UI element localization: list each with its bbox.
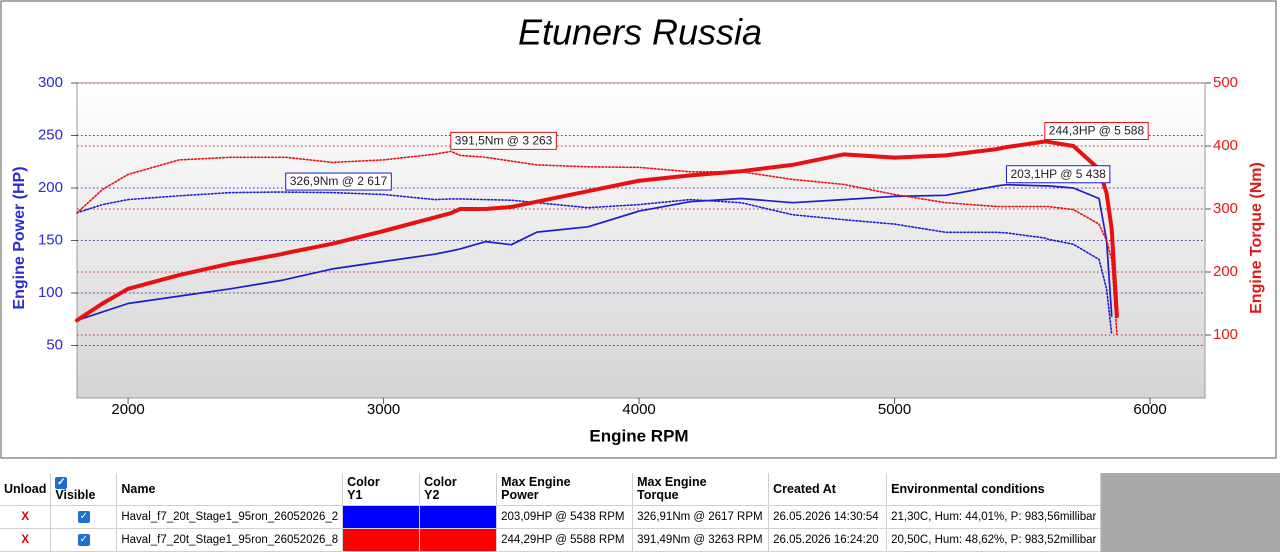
header-row: Unload ✓Visible Name Color Y1 Color Y2 Max En… [0,473,1102,506]
annotation: 244,3HP @ 5 588 [1044,121,1149,140]
run-name: Haval_f7_20t_Stage1_95ron_26052026_8 [116,528,344,552]
column-header: ✓Visible [50,473,118,506]
chart-title: Etuners Russia [518,12,762,53]
visible-cell: ✓ [50,528,118,552]
table-body: X ✓ Haval_f7_20t_Stage1_95ron_26052026_2 20… [0,505,1102,552]
column-header-text: Created At [773,481,836,496]
runs-table-panel: Unload ✓Visible Name Color Y1 Color Y2 Max En… [0,473,1280,552]
env: 21,30C, Hum: 44,01%, P: 983,56millibar [886,505,1102,529]
x-tick-label: 3000 [367,401,400,418]
max-power: 244,29HP @ 5588 RPM [496,528,634,552]
runs-table: Unload ✓Visible Name Color Y1 Color Y2 Max En… [0,473,1102,552]
y2-tick-label: 500 [1213,74,1238,91]
unload-button[interactable]: X [0,505,52,529]
created: 26.05.2026 14:30:54 [768,505,888,529]
torque-line [76,191,1113,336]
y-axis-title: Engine Power (HP) [11,166,28,309]
y-tick-label: 300 [38,74,63,91]
column-header-text: Color Y2 [424,475,457,502]
created: 26.05.2026 16:24:20 [768,528,888,552]
annotation: 391,5Nm @ 3 263 [450,131,557,150]
y-tick-label: 150 [38,231,63,248]
max-power: 203,09HP @ 5438 RPM [496,505,634,529]
color-y2[interactable] [419,505,498,529]
column-header: Name [116,473,344,506]
y2-tick-label: 200 [1213,263,1238,280]
color-y1[interactable] [342,528,421,552]
annotation-box [1044,121,1149,140]
visible-checkbox[interactable]: ✓ [77,533,90,546]
run-row: X ✓ Haval_f7_20t_Stage1_95ron_26052026_8 24… [0,528,1102,552]
max-torque: 326,91Nm @ 2617 RPM [632,505,770,529]
column-header: Unload [0,473,52,506]
run-name: Haval_f7_20t_Stage1_95ron_26052026_2 [116,505,344,529]
power-line [75,139,1119,323]
max-torque: 391,49Nm @ 3263 RPM [632,528,770,552]
x-tick-label: 2000 [111,401,144,418]
chart: Etuners Russia Engine RPM Engine Power (… [0,0,1277,459]
color-y2[interactable] [419,528,498,552]
torque-line [76,150,1118,336]
column-header-text: Environmental conditions [891,481,1045,496]
color-y1[interactable] [342,505,421,529]
column-header: Environmental conditions [886,473,1102,506]
column-header: Color Y2 [419,473,498,506]
column-header-text: Name [121,481,156,496]
column-header-text: Max Engine Power [501,475,571,502]
y2-tick-label: 100 [1213,326,1238,343]
annotation-label: 244,3HP @ 5 588 [1049,124,1145,138]
env: 20,50C, Hum: 48,62%, P: 983,52millibar [886,528,1102,552]
y2-tick-label: 400 [1213,137,1238,154]
annotation: 203,1HP @ 5 438 [1005,165,1111,184]
y-tick-label: 200 [38,179,63,196]
y2-tick-label: 300 [1213,200,1238,217]
column-header: Color Y1 [342,473,421,506]
annotation-label: 326,9Nm @ 2 617 [290,174,388,188]
x-tick-label: 6000 [1133,401,1166,418]
power-line [76,183,1113,322]
unload-button[interactable]: X [0,528,52,552]
column-header: Max Engine Power [496,473,634,506]
column-header: Created At [768,473,888,506]
annotation: 326,9Nm @ 2 617 [285,172,392,191]
annotation-label: 203,1HP @ 5 438 [1010,167,1106,181]
annotation-box [450,131,557,150]
annotation-box [285,172,392,191]
x-tick-label: 4000 [622,401,655,418]
x-axis-title: Engine RPM [589,426,688,445]
x-tick-label: 5000 [878,401,911,418]
visible-all-checkbox[interactable]: ✓ [55,476,68,489]
run-row: X ✓ Haval_f7_20t_Stage1_95ron_26052026_2 20… [0,505,1102,529]
y2-axis-title: Engine Torque (Nm) [1248,162,1265,314]
annotation-box [1005,165,1111,184]
column-header-text: Unload [4,481,47,496]
column-header-text: Max Engine Torque [637,475,707,502]
y-tick-label: 50 [46,336,63,353]
visible-cell: ✓ [50,505,118,529]
column-header-text: Visible [55,488,96,502]
column-header-text: Color Y1 [347,475,380,502]
visible-checkbox[interactable]: ✓ [77,510,90,523]
annotation-label: 391,5Nm @ 3 263 [455,134,553,148]
y-tick-label: 100 [38,284,63,301]
column-header: Max Engine Torque [632,473,770,506]
y-tick-label: 250 [38,126,63,143]
